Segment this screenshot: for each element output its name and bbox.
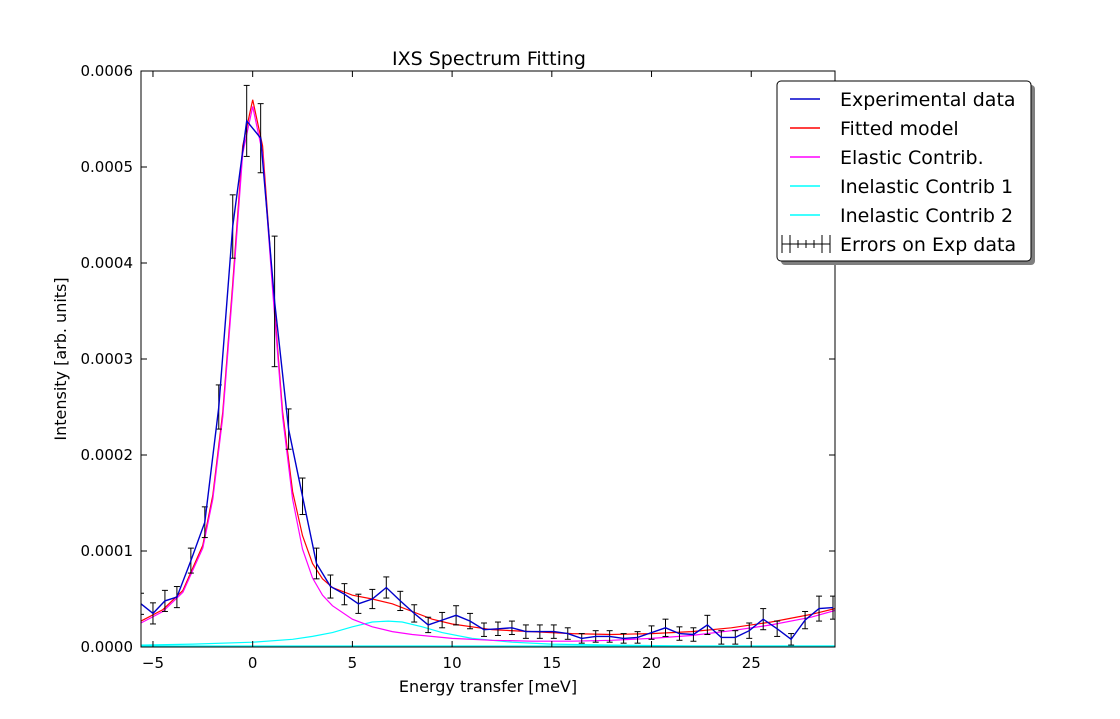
series-layer — [141, 84, 835, 647]
experimental-data-line — [141, 119, 834, 641]
x-tick-label: 15 — [542, 654, 561, 672]
error-bar — [830, 595, 835, 620]
legend-label: Fitted model — [840, 118, 959, 140]
x-tick-label: 0 — [248, 654, 258, 672]
legend: Experimental data Fitted model Elastic Con… — [776, 80, 1035, 265]
plot-frame — [140, 70, 836, 648]
x-axis-label: Energy transfer [meV] — [399, 677, 577, 696]
x-tick-label: −5 — [142, 654, 164, 672]
legend-label: Inelastic Contrib 2 — [840, 205, 1013, 227]
legend-label: Inelastic Contrib 1 — [840, 176, 1013, 198]
elastic-contrib-line — [141, 106, 835, 642]
x-tick-label: 25 — [742, 654, 761, 672]
y-tick-label: 0.0001 — [81, 542, 134, 560]
legend-label: Errors on Exp data — [840, 234, 1016, 256]
legend-item: Elastic Contrib. — [790, 147, 984, 169]
legend-item: Errors on Exp data — [781, 234, 1016, 256]
x-tick-label: 20 — [642, 654, 661, 672]
legend-item: Fitted model — [790, 118, 959, 140]
x-tick-label: 10 — [443, 654, 462, 672]
inelastic-contrib-1-line — [141, 620, 835, 647]
legend-label: Experimental data — [840, 89, 1016, 111]
y-tick-label: 0.0000 — [81, 638, 134, 656]
legend-box — [776, 80, 1032, 262]
chart-title: IXS Spectrum Fitting — [392, 48, 586, 70]
y-tick-label: 0.0003 — [81, 350, 134, 368]
fitted-model-line — [141, 99, 835, 636]
x-tick-label: 5 — [348, 654, 358, 672]
legend-label: Elastic Contrib. — [840, 147, 984, 169]
error-bar — [141, 592, 144, 615]
y-tick-label: 0.0002 — [81, 446, 134, 464]
ticks-layer: −5 0 5 10 15 20 25 0.0000 0.0001 0.0002 0.0003 0.00… — [81, 62, 835, 672]
legend-item: Inelastic Contrib 1 — [790, 176, 1013, 198]
y-tick-label: 0.0005 — [81, 158, 134, 176]
y-tick-label: 0.0004 — [81, 254, 134, 272]
y-tick-label: 0.0006 — [81, 62, 134, 80]
legend-item: Experimental data — [790, 89, 1016, 111]
y-axis-label: Intensity [arb. units] — [51, 277, 70, 440]
legend-item: Inelastic Contrib 2 — [790, 205, 1013, 227]
